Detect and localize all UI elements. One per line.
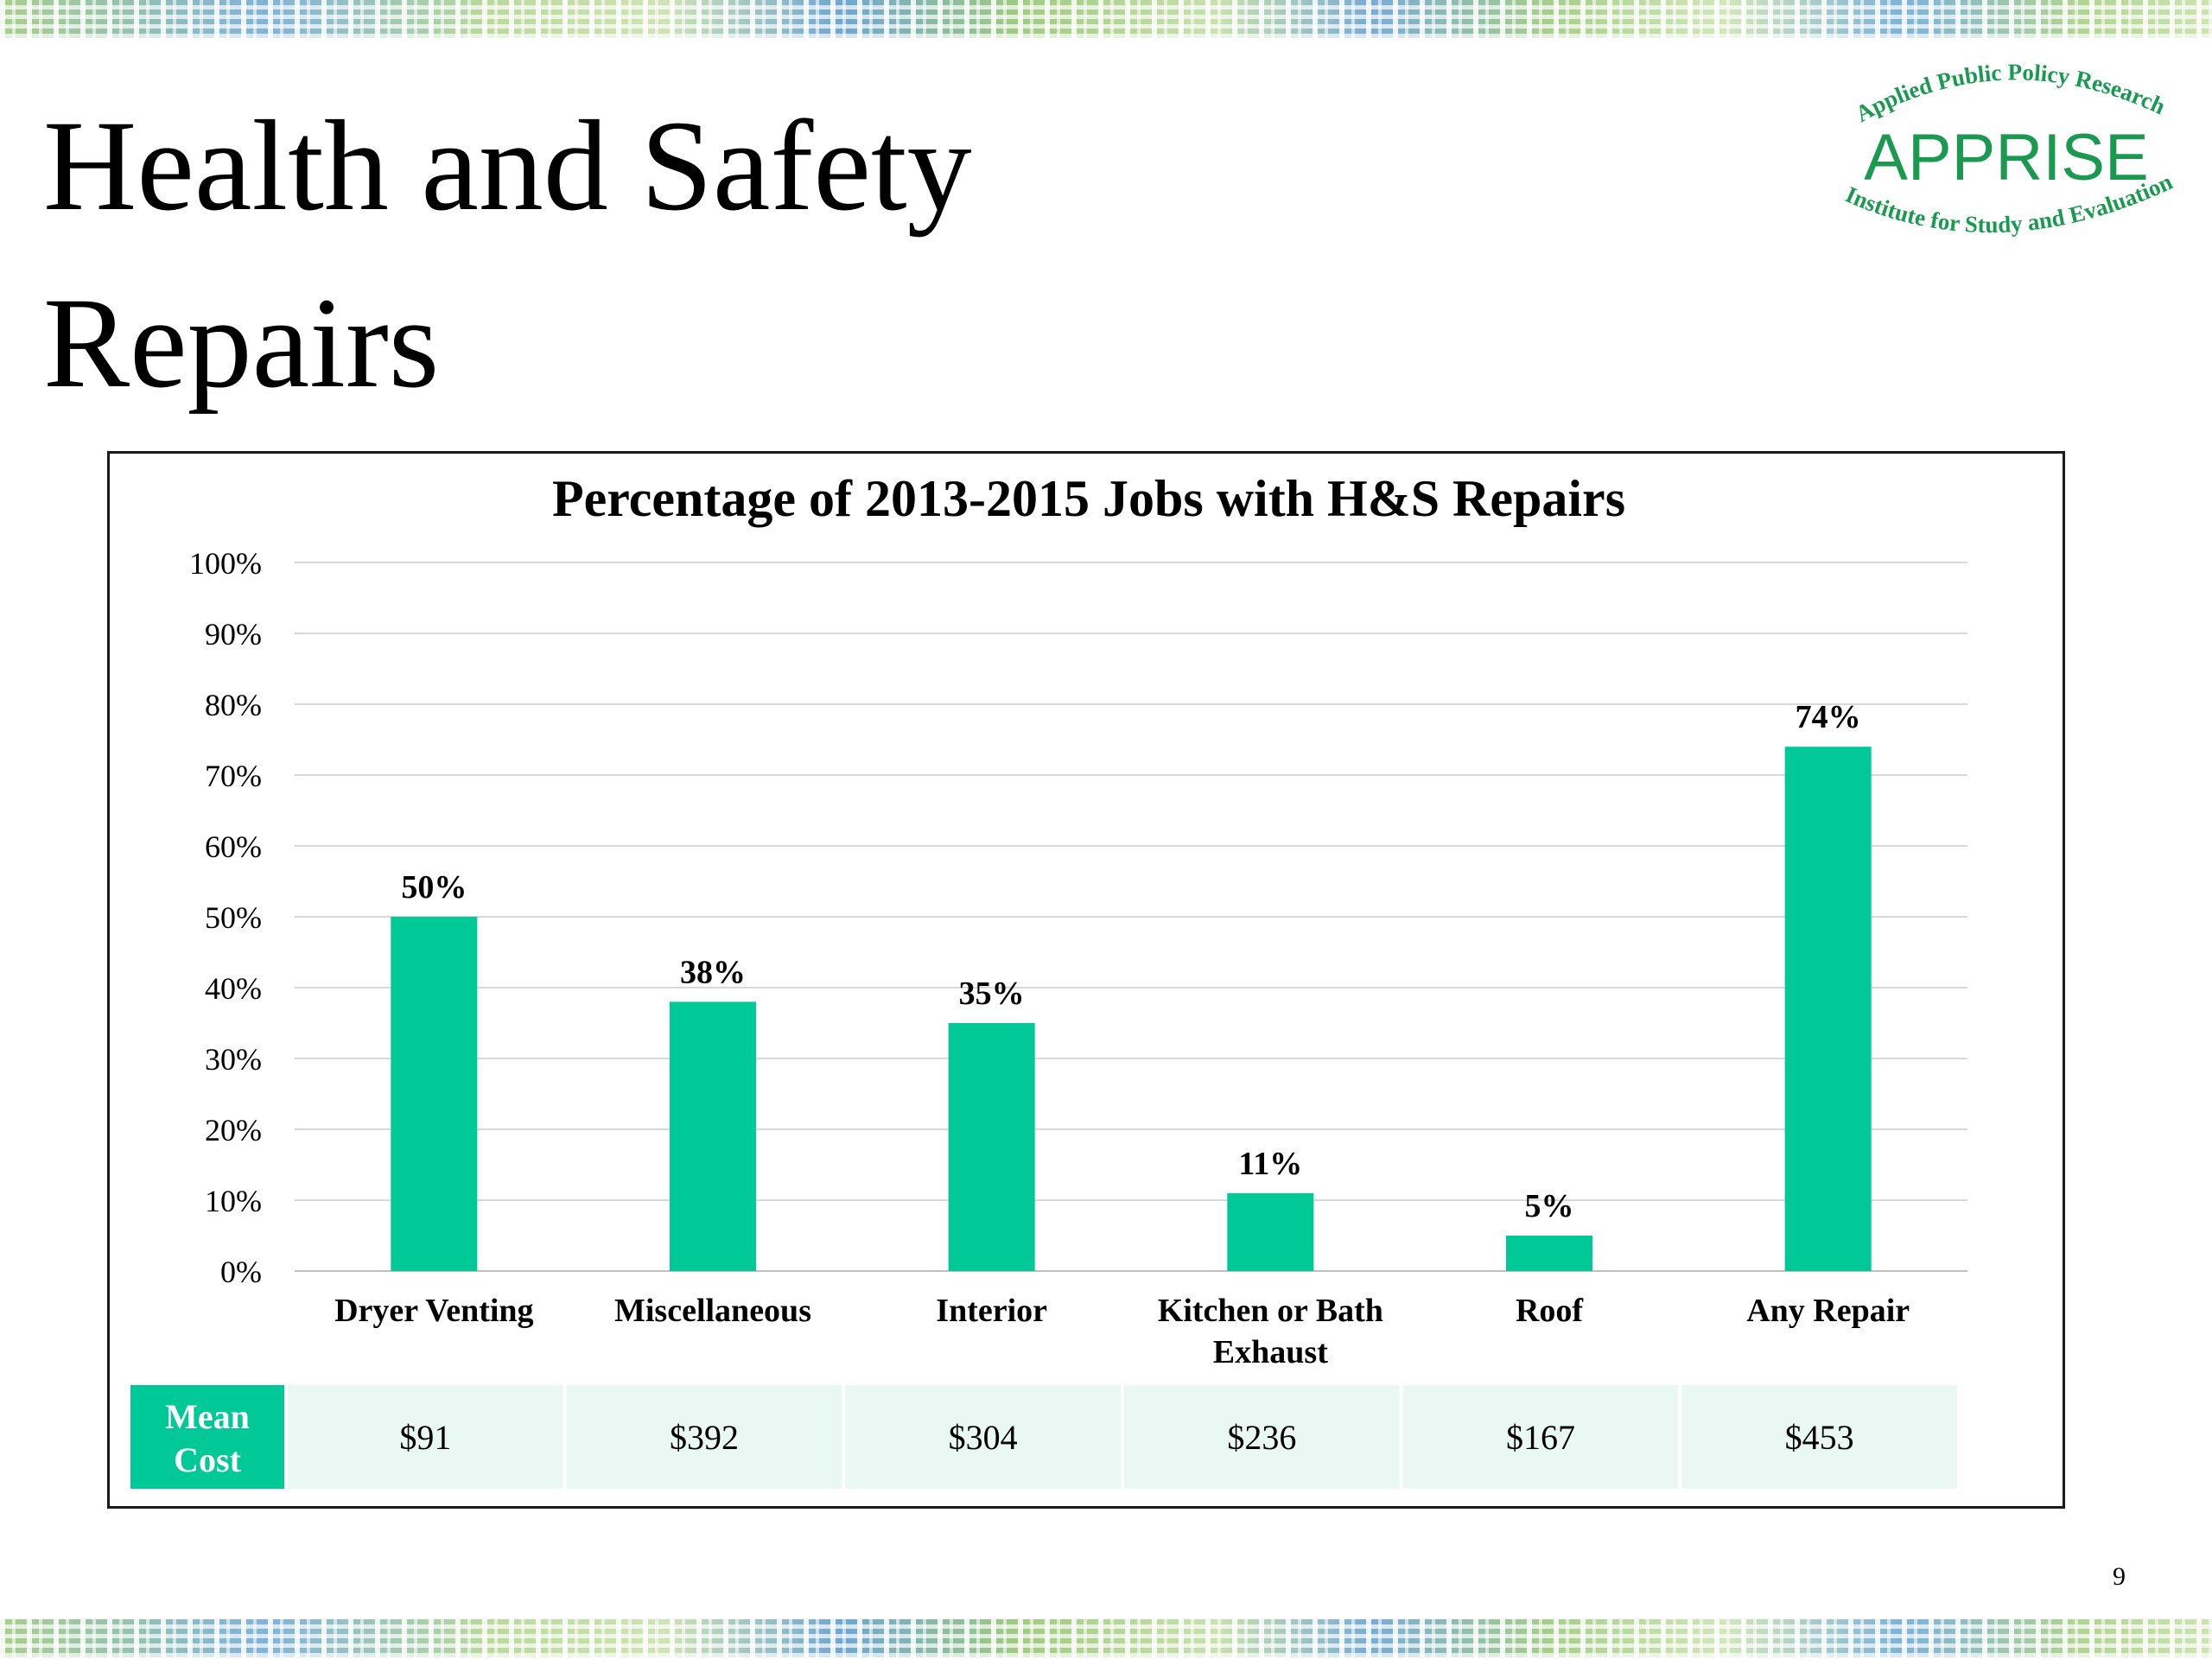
y-tick-label: 70%	[205, 759, 262, 793]
mean-cost-table: Mean Cost $91 $392 $304 $236 $167 $453	[130, 1385, 1957, 1489]
y-tick-label: 60%	[205, 830, 262, 864]
y-tick-label: 10%	[205, 1184, 262, 1218]
decorative-top-band	[0, 0, 2212, 38]
bar	[1227, 1192, 1314, 1271]
table-cell	[1402, 1385, 1679, 1489]
logo-name: APPRISE	[1864, 121, 2148, 194]
data-label: 5%	[1525, 1188, 1574, 1224]
data-label: 11%	[1238, 1146, 1302, 1182]
slide-title: Health and Safety Repairs	[43, 94, 972, 415]
bar	[1506, 1236, 1592, 1271]
table-cell	[566, 1385, 842, 1489]
table-cell-value: $236	[1227, 1418, 1296, 1457]
y-axis-ticks: 0% 10% 20% 30% 40% 50% 60% 70% 80% 90% 100%	[189, 546, 262, 1289]
table-cell-value: $304	[949, 1418, 1018, 1457]
table-cell-value: $453	[1785, 1418, 1854, 1457]
y-tick-label: 50%	[205, 900, 262, 935]
x-axis-label: Exhaust	[1213, 1334, 1328, 1370]
x-axis-label: Any Repair	[1746, 1293, 1910, 1329]
x-axis-label: Kitchen or Bath	[1158, 1293, 1383, 1329]
decorative-bottom-band	[0, 1619, 2212, 1657]
bar	[391, 917, 478, 1271]
table-header-label: Mean	[165, 1397, 250, 1436]
page-number: 9	[2113, 1562, 2126, 1591]
table-header-label: Cost	[174, 1440, 241, 1479]
table-cell	[1124, 1385, 1400, 1489]
table-cell	[288, 1385, 563, 1489]
y-tick-label: 80%	[205, 688, 262, 722]
table-cell-value: $167	[1506, 1418, 1575, 1457]
bar	[670, 1001, 756, 1271]
y-tick-label: 0%	[220, 1255, 262, 1289]
apprise-logo: Applied Public Policy Research APPRISE I…	[1841, 59, 2176, 238]
table-cell-value: $392	[670, 1418, 739, 1457]
data-label: 35%	[959, 976, 1025, 1012]
bar	[948, 1023, 1035, 1271]
y-tick-label: 30%	[205, 1042, 262, 1077]
x-axis-label: Dryer Venting	[334, 1293, 533, 1329]
bar-chart: Percentage of 2013-2015 Jobs with H&S Re…	[130, 470, 1967, 1489]
y-tick-label: 100%	[189, 546, 262, 581]
y-tick-label: 90%	[205, 617, 262, 652]
x-axis-labels: Dryer Venting Miscellaneous Interior Kitche…	[334, 1293, 1910, 1370]
table-header-cell	[130, 1385, 284, 1489]
x-axis-label: Miscellaneous	[614, 1293, 811, 1329]
table-cell	[1681, 1385, 1957, 1489]
logo-top-text: Applied Public Policy Research	[1851, 59, 2169, 127]
data-labels: 50% 38% 35% 11% 5% 74%	[401, 699, 1860, 1224]
data-label: 74%	[1796, 699, 1861, 735]
x-axis-label: Roof	[1516, 1293, 1584, 1329]
data-label: 38%	[680, 954, 746, 990]
table-cell	[845, 1385, 1121, 1489]
y-tick-label: 40%	[205, 971, 262, 1006]
table-cell-value: $91	[399, 1418, 451, 1457]
bars	[391, 747, 1872, 1271]
chart-title: Percentage of 2013-2015 Jobs with H&S Re…	[552, 470, 1625, 527]
x-axis-label: Interior	[936, 1293, 1047, 1329]
bar	[1784, 747, 1872, 1271]
y-tick-label: 20%	[205, 1113, 262, 1147]
gridlines	[295, 562, 1967, 1272]
data-label: 50%	[401, 869, 467, 906]
chart-frame: Percentage of 2013-2015 Jobs with H&S Re…	[107, 451, 2065, 1509]
